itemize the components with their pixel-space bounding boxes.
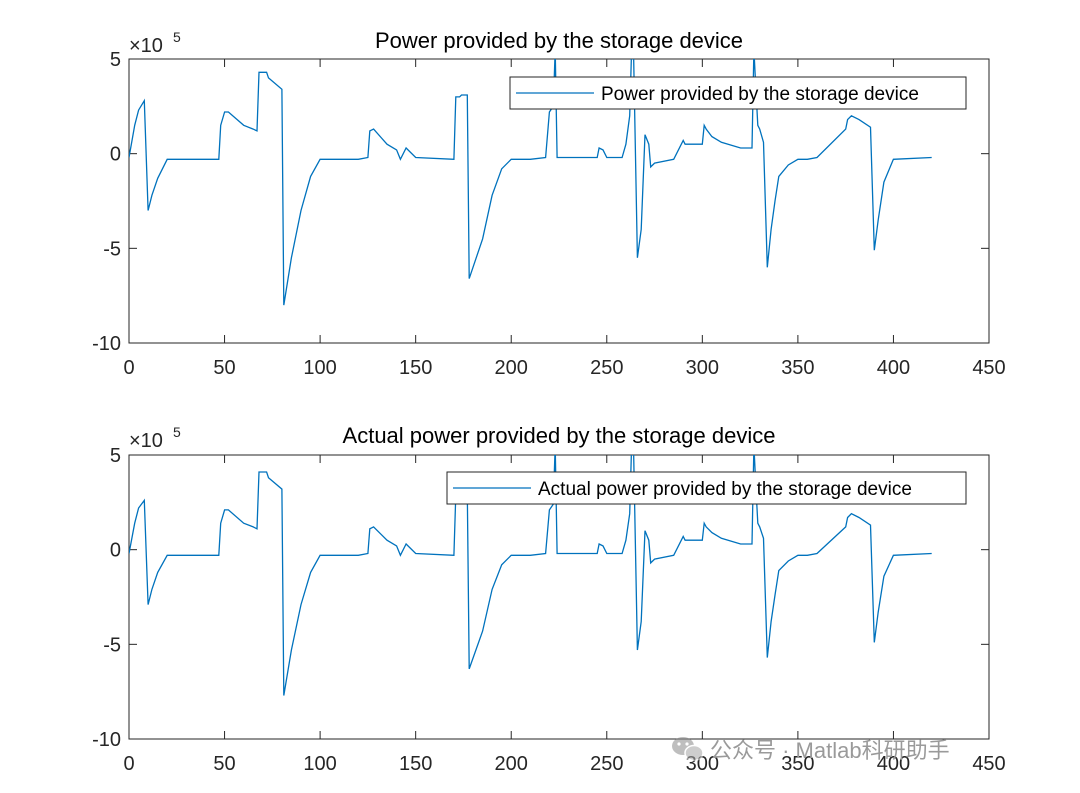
svg-text:×10: ×10 xyxy=(129,430,163,452)
y-tick-label: -10 xyxy=(92,333,121,355)
chart-title: Actual power provided by the storage dev… xyxy=(343,423,776,448)
series-line xyxy=(129,59,932,306)
y-axis: 5 0 -5 -10 xyxy=(92,445,989,751)
x-tick-label: 350 xyxy=(781,357,814,379)
svg-text:5: 5 xyxy=(173,424,181,440)
y-exponent-label: ×10 5 xyxy=(129,29,181,57)
x-tick-label: 150 xyxy=(399,753,432,775)
watermark-text: 公众号 · Matlab科研助手 xyxy=(710,738,950,763)
x-tick-label: 50 xyxy=(213,357,235,379)
series-line xyxy=(129,455,932,696)
legend-box xyxy=(446,471,967,505)
y-tick-label: -5 xyxy=(103,238,121,260)
subplot-bottom: Actual power provided by the storage dev… xyxy=(92,423,1006,775)
y-tick-label: 0 xyxy=(110,540,121,562)
legend: Actual power provided by the storage dev… xyxy=(446,471,967,505)
x-tick-label: 200 xyxy=(495,753,528,775)
wechat-icon xyxy=(672,737,704,762)
y-axis: 5 0 -5 -10 xyxy=(92,49,989,355)
x-tick-label: 0 xyxy=(123,357,134,379)
x-tick-label: 400 xyxy=(877,357,910,379)
x-axis: 0 50 100 150 200 250 300 350 400 450 xyxy=(123,59,1006,379)
x-tick-label: 400 xyxy=(877,753,910,775)
x-tick-label: 350 xyxy=(781,753,814,775)
svg-text:5: 5 xyxy=(173,29,181,45)
x-tick-label: 450 xyxy=(972,753,1005,775)
x-tick-label: 0 xyxy=(123,753,134,775)
x-axis: 0 50 100 150 200 250 300 350 400 450 xyxy=(123,455,1006,775)
x-tick-label: 250 xyxy=(590,753,623,775)
y-tick-label: 5 xyxy=(110,445,121,467)
y-tick-label: 5 xyxy=(110,49,121,71)
x-tick-label: 100 xyxy=(303,753,336,775)
y-tick-label: 0 xyxy=(110,144,121,166)
x-tick-label: 450 xyxy=(972,357,1005,379)
y-tick-label: -10 xyxy=(92,729,121,751)
y-tick-label: -5 xyxy=(103,634,121,656)
x-tick-label: 100 xyxy=(303,357,336,379)
x-tick-label: 200 xyxy=(495,357,528,379)
subplot-top: Power provided by the storage device 50-… xyxy=(92,28,1006,379)
legend-entry: Power provided by the storage device xyxy=(601,84,919,105)
chart-title: Power provided by the storage device xyxy=(375,28,743,53)
svg-text:×10: ×10 xyxy=(129,35,163,57)
x-tick-label: 250 xyxy=(590,357,623,379)
y-exponent-label: ×10 5 xyxy=(129,424,181,452)
watermark: 公众号 · Matlab科研助手 xyxy=(672,737,950,763)
x-tick-label: 300 xyxy=(686,357,719,379)
legend: Power provided by the storage device xyxy=(509,76,967,110)
x-tick-label: 50 xyxy=(213,753,235,775)
legend-entry: Actual power provided by the storage dev… xyxy=(538,479,912,500)
x-tick-label: 150 xyxy=(399,357,432,379)
